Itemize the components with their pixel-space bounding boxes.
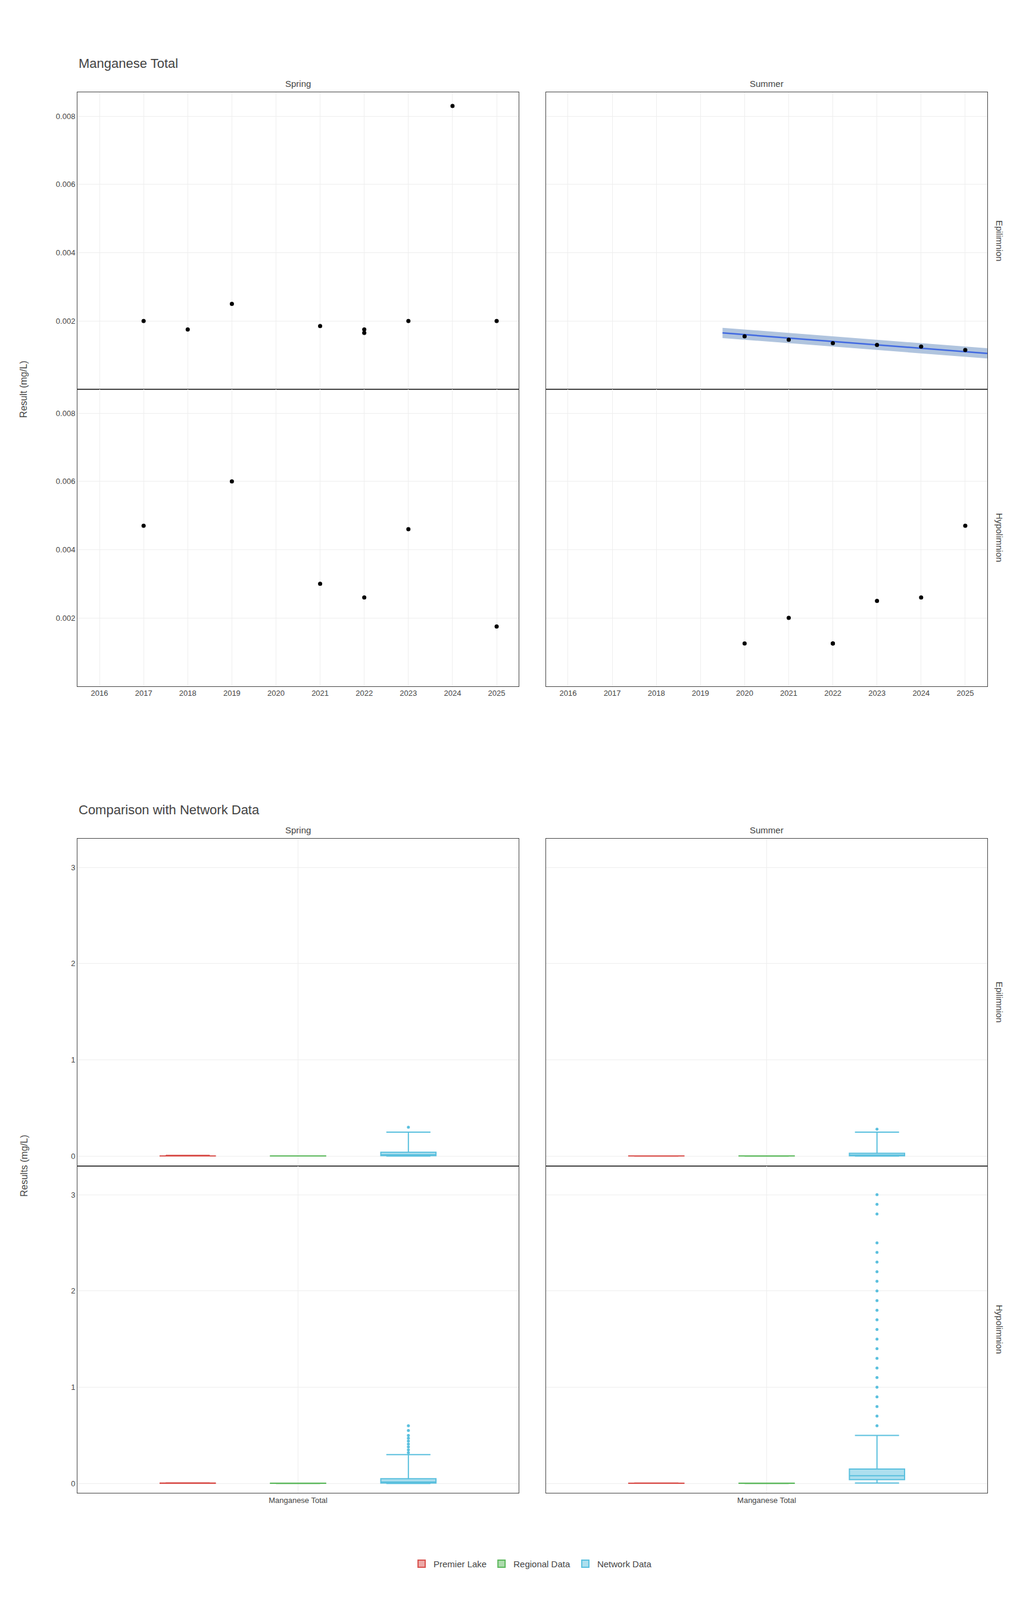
svg-text:2017: 2017 [135,688,153,698]
svg-text:2019: 2019 [223,688,241,698]
svg-text:2023: 2023 [868,688,886,698]
svg-text:1: 1 [70,1383,76,1393]
svg-text:2021: 2021 [311,688,329,698]
svg-text:2017: 2017 [603,688,622,698]
svg-text:0.008: 0.008 [55,409,76,419]
svg-text:2016: 2016 [91,688,109,698]
svg-text:0.002: 0.002 [55,613,76,623]
svg-text:Comparison with Network Data: Comparison with Network Data [78,802,260,818]
svg-text:2025: 2025 [488,688,506,698]
svg-text:Epilimnion: Epilimnion [994,981,1005,1024]
svg-text:Summer: Summer [749,825,784,836]
svg-text:2020: 2020 [736,688,754,698]
svg-text:2020: 2020 [267,688,285,698]
svg-text:0.004: 0.004 [55,248,76,258]
svg-text:2: 2 [70,959,76,969]
svg-text:Network Data: Network Data [597,1559,653,1570]
svg-text:2019: 2019 [691,688,710,698]
svg-text:2024: 2024 [443,688,461,698]
svg-text:Spring: Spring [285,78,311,89]
svg-text:2018: 2018 [647,688,666,698]
svg-text:0.004: 0.004 [55,545,76,555]
svg-text:Epilimnion: Epilimnion [994,220,1005,262]
svg-text:Hypolimnion: Hypolimnion [994,513,1005,563]
svg-text:3: 3 [70,1190,76,1200]
svg-text:Summer: Summer [749,78,784,89]
svg-text:2025: 2025 [956,688,974,698]
svg-text:0: 0 [70,1152,76,1162]
svg-text:2: 2 [70,1286,76,1296]
svg-text:0.006: 0.006 [55,476,76,486]
svg-text:0: 0 [70,1479,76,1489]
svg-text:Regional Data: Regional Data [513,1559,571,1570]
svg-text:0.002: 0.002 [55,316,76,326]
svg-text:Premier Lake: Premier Lake [433,1559,487,1570]
svg-text:2016: 2016 [559,688,578,698]
svg-text:0.008: 0.008 [55,111,76,121]
svg-text:3: 3 [70,863,76,873]
svg-text:Manganese Total: Manganese Total [737,1496,797,1506]
svg-text:Result (mg/L): Result (mg/L) [18,360,29,419]
svg-text:1: 1 [70,1055,76,1065]
svg-text:Manganese Total: Manganese Total [268,1496,328,1506]
svg-text:2024: 2024 [912,688,930,698]
svg-text:Results (mg/L): Results (mg/L) [19,1134,30,1197]
svg-text:Manganese Total: Manganese Total [78,55,179,71]
svg-text:2023: 2023 [399,688,417,698]
svg-text:2022: 2022 [824,688,842,698]
svg-text:2021: 2021 [780,688,798,698]
svg-text:Hypolimnion: Hypolimnion [994,1305,1005,1355]
svg-text:2018: 2018 [179,688,197,698]
svg-text:Spring: Spring [285,825,311,836]
svg-text:0.006: 0.006 [55,179,76,189]
svg-text:2022: 2022 [355,688,373,698]
